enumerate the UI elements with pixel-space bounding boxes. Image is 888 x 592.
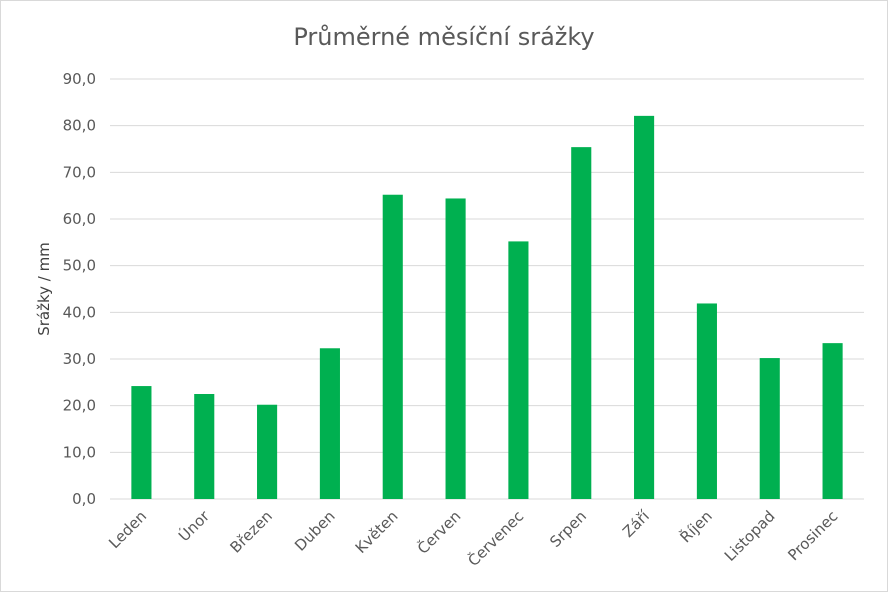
bar — [508, 241, 529, 499]
y-tick-label: 70,0 — [63, 163, 96, 181]
x-tick-label: Srpen — [546, 507, 590, 551]
bar — [194, 394, 215, 499]
bar — [257, 404, 278, 499]
bar — [445, 198, 466, 499]
x-tick-label: Listopad — [721, 507, 779, 565]
y-tick-label: 50,0 — [63, 257, 96, 275]
y-tick-label: 10,0 — [63, 443, 96, 461]
bar — [382, 194, 403, 499]
x-tick-label: Prosinec — [784, 507, 841, 564]
bar — [634, 115, 655, 499]
x-tick-label: Únor — [174, 506, 213, 545]
y-tick-label: 0,0 — [72, 490, 96, 508]
bar — [319, 348, 340, 499]
gridlines — [110, 78, 864, 500]
bar — [571, 147, 592, 499]
x-tick-label: Říjen — [676, 506, 716, 546]
bar — [759, 358, 780, 499]
x-tick-label: Leden — [105, 507, 150, 552]
y-axis-ticks: 0,0 10,0 20,0 30,0 40,0 50,0 60,0 70,0 80,0 90,0 — [63, 70, 96, 508]
x-tick-label: Září — [619, 507, 653, 541]
x-tick-label: Březen — [226, 507, 275, 556]
y-tick-label: 20,0 — [63, 397, 96, 415]
y-tick-label: 90,0 — [63, 70, 96, 88]
y-tick-label: 40,0 — [63, 303, 96, 321]
bar-series — [131, 115, 843, 499]
y-axis-label: Srážky / mm — [35, 242, 53, 336]
chart-title: Průměrné měsíční srážky — [293, 23, 594, 51]
bar — [822, 343, 843, 499]
bar — [131, 386, 152, 499]
y-tick-label: 60,0 — [63, 210, 96, 228]
x-tick-label: Květen — [352, 507, 402, 557]
y-tick-label: 30,0 — [63, 350, 96, 368]
x-tick-label: Duben — [291, 507, 339, 555]
y-tick-label: 80,0 — [63, 117, 96, 135]
x-tick-label: Červenec — [464, 506, 528, 570]
x-tick-label: Červen — [413, 506, 464, 557]
x-axis-ticks: Leden Únor Březen Duben Květen Červen Červenec… — [105, 506, 841, 570]
bar — [696, 303, 717, 499]
